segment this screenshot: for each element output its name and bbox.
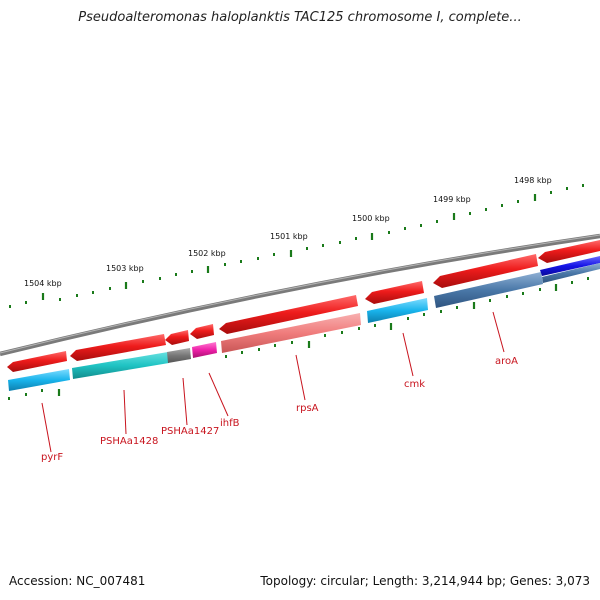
gene-label-cmk: cmk	[404, 379, 425, 390]
cds-arrow-next[interactable]	[538, 240, 600, 263]
cds-arrow-ihfb[interactable]	[190, 324, 214, 339]
gene-bar-next-steel[interactable]	[542, 263, 600, 283]
page-title: Pseudoalteromonas haloplanktis TAC125 ch…	[78, 10, 522, 25]
gene-label-psha1428: PSHAa1428	[100, 436, 158, 447]
tick-label-1498: 1498 kbp	[514, 176, 552, 185]
leader-ihfb	[208, 372, 229, 417]
tick-label-1503: 1503 kbp	[106, 264, 144, 273]
gene-bar-aroa[interactable]	[434, 272, 543, 308]
gene-bar-ihfb[interactable]	[192, 342, 217, 358]
cds-arrow-aroa[interactable]	[433, 254, 538, 288]
tick-label-1500: 1500 kbp	[352, 214, 390, 223]
accession-text: Accession: NC_007481	[9, 574, 146, 588]
chromosome-backbone-highlight	[0, 234, 600, 354]
label-leaders	[41, 311, 505, 453]
gene-bar-next-blue[interactable]	[540, 256, 600, 276]
cds-arrow-psha1428[interactable]	[70, 334, 166, 361]
gene-bar-psha1427[interactable]	[167, 348, 191, 363]
tick-label-1501: 1501 kbp	[270, 232, 308, 241]
chromosome-backbone	[0, 233, 600, 357]
leader-pyrf	[41, 402, 52, 453]
cds-arrow-psha1427[interactable]	[165, 330, 189, 345]
tick-label-1499: 1499 kbp	[433, 195, 471, 204]
leader-psha1427	[182, 377, 188, 426]
gene-bar-rpsa[interactable]	[221, 313, 361, 353]
leader-cmk	[402, 332, 414, 377]
cds-track	[7, 240, 600, 372]
leader-rpsa	[295, 354, 306, 401]
inner-ticks	[8, 277, 589, 400]
cds-arrow-pyrf[interactable]	[7, 351, 67, 372]
gene-label-aroa: aroA	[495, 356, 518, 367]
leader-psha1428	[123, 389, 127, 435]
leader-aroa	[492, 311, 505, 353]
gene-bar-psha1428[interactable]	[72, 352, 169, 379]
gene-bar-cmk[interactable]	[367, 298, 428, 323]
gene-label-psha1427: PSHAa1427	[161, 426, 219, 437]
gene-label-pyrf: pyrF	[41, 452, 63, 463]
tick-label-1504: 1504 kbp	[24, 279, 62, 288]
cds-arrow-cmk[interactable]	[365, 281, 424, 304]
gene-label-rpsa: rpsA	[296, 403, 319, 414]
gene-label-ihfb: ihfB	[220, 418, 240, 429]
gene-track	[8, 256, 600, 391]
cds-arrow-rpsa[interactable]	[219, 295, 358, 334]
gene-bar-pyrf[interactable]	[8, 369, 70, 391]
tick-label-1502: 1502 kbp	[188, 249, 226, 258]
genome-stats-text: Topology: circular; Length: 3,214,944 bp…	[260, 574, 590, 588]
outer-ticks	[9, 184, 584, 308]
